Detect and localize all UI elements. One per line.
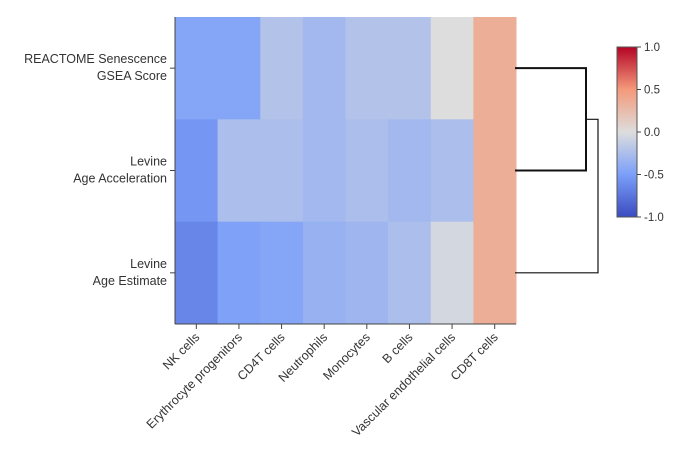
row-label: Levine Age Acceleration — [73, 155, 167, 186]
heatmap-cell — [388, 17, 432, 120]
colorbar-tick-label: -1.0 — [644, 212, 664, 224]
dendrogram-link — [515, 67, 587, 172]
heatmap-cell — [260, 119, 304, 223]
heatmap-cell — [345, 17, 389, 120]
heatmap-cell — [175, 17, 219, 120]
heatmap-cell — [345, 119, 389, 223]
colorbar-tick-label: -0.5 — [644, 170, 664, 182]
heatmap-cell — [175, 221, 219, 325]
colorbar-gradient — [616, 46, 638, 218]
heatmap-cell — [260, 17, 304, 120]
row-dendrogram — [515, 67, 599, 274]
heatmap-cell — [473, 119, 517, 223]
colorbar-tick-label: 0.5 — [644, 85, 660, 97]
row-label: REACTOME Senescence GSEA Score — [24, 52, 167, 83]
heatmap-cell — [430, 119, 474, 223]
heatmap-cell — [345, 221, 389, 325]
heatmap-cell — [430, 17, 474, 120]
heatmap-cell — [217, 17, 261, 120]
heatmap-cells — [175, 17, 517, 325]
heatmap-cell — [217, 119, 261, 223]
row-labels: REACTOME Senescence GSEA Score Levine Age A… — [24, 52, 167, 288]
dendrogram-link — [515, 118, 599, 274]
colorbar-tick-label: 0.0 — [644, 127, 660, 139]
heatmap-cell — [302, 221, 346, 325]
heatmap-cell — [175, 119, 219, 223]
heatmap-cell — [302, 119, 346, 223]
heatmap-cell — [388, 119, 432, 223]
heatmap-cell — [388, 221, 432, 325]
heatmap-cell — [302, 17, 346, 120]
heatmap-cell — [260, 221, 304, 325]
column-label: B cells — [380, 330, 416, 366]
colorbar-tick-label: 1.0 — [644, 42, 660, 54]
heatmap-cell — [217, 221, 261, 325]
heatmap-axes — [170, 17, 516, 329]
row-label: Levine Age Estimate — [93, 257, 167, 288]
heatmap-cell — [473, 17, 517, 120]
column-label: NK cells — [160, 330, 202, 372]
colorbar: 1.0 0.5 0.0 -0.5 -1.0 — [616, 42, 664, 224]
heatmap-cell — [473, 221, 517, 325]
heatmap-cell — [430, 221, 474, 325]
